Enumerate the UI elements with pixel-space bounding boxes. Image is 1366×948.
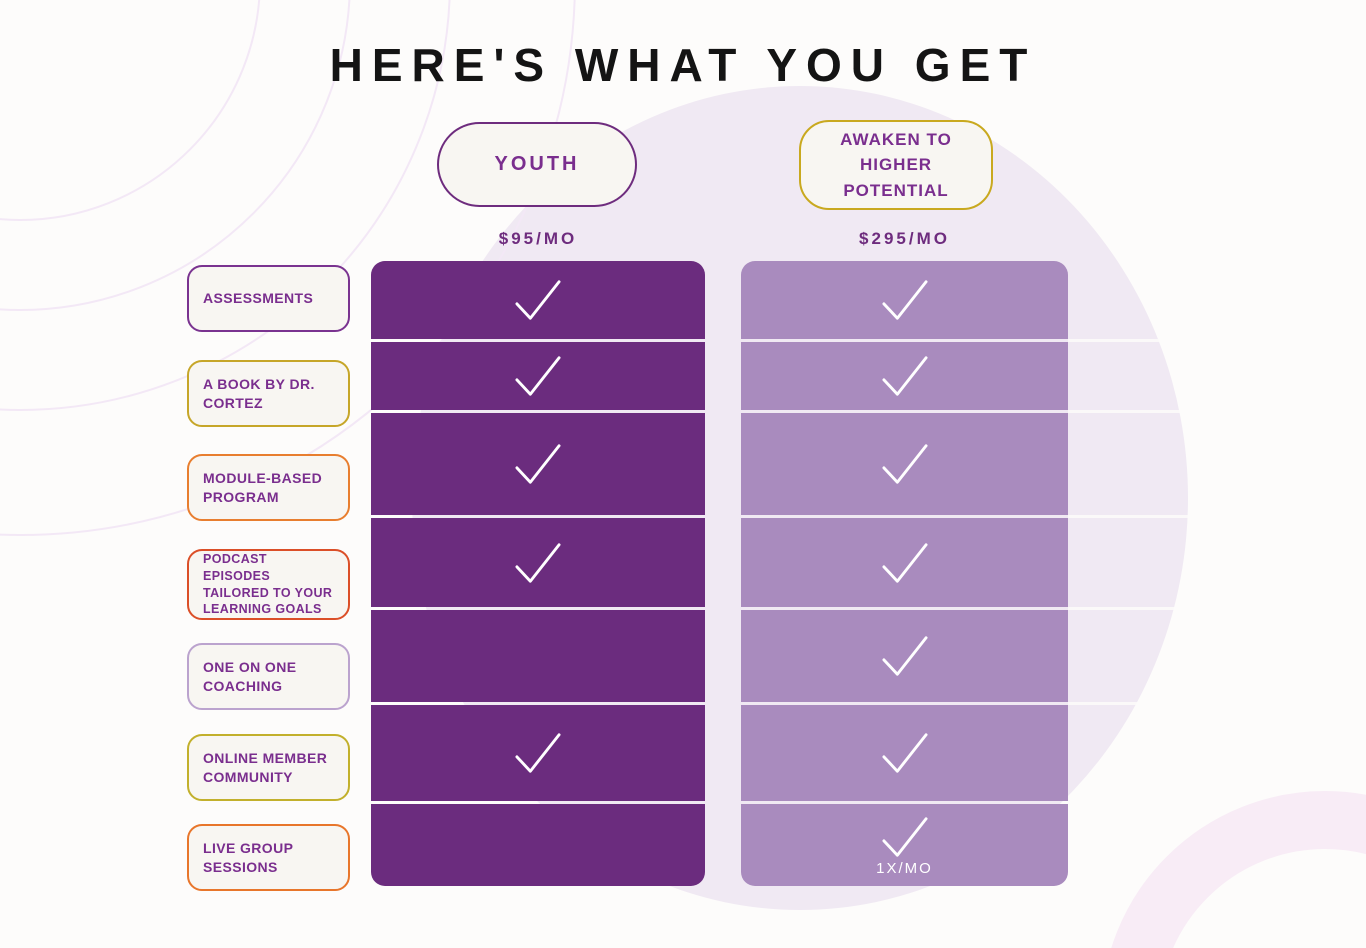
feature-label-text: LIVE GROUP SESSIONS xyxy=(203,839,294,875)
check-cell xyxy=(371,705,705,801)
check-icon xyxy=(881,280,928,320)
check-icon xyxy=(881,356,928,396)
feature-label-podcast: PODCAST EPISODES TAILORED TO YOUR LEARNI… xyxy=(187,549,350,620)
check-cell xyxy=(371,518,705,607)
feature-label-text: A BOOK BY DR. CORTEZ xyxy=(203,375,315,411)
check-cell: 1X/MO xyxy=(741,804,1068,886)
check-cell xyxy=(741,342,1068,410)
check-cell xyxy=(741,610,1068,702)
check-cell xyxy=(371,261,705,339)
feature-label-text: ONE ON ONE COACHING xyxy=(203,658,297,694)
check-cell xyxy=(741,413,1068,515)
check-cell xyxy=(371,804,705,886)
feature-label-book: A BOOK BY DR. CORTEZ xyxy=(187,360,350,427)
check-icon xyxy=(881,636,928,676)
check-cell xyxy=(741,705,1068,801)
check-icon xyxy=(515,356,561,396)
check-icon xyxy=(881,816,928,857)
feature-label-module-program: MODULE-BASED PROGRAM xyxy=(187,454,350,521)
plan-price-awaken: $295/MO xyxy=(859,229,950,248)
plan-name-awaken: AWAKEN TO HIGHER POTENTIAL xyxy=(840,129,952,200)
check-cell xyxy=(741,518,1068,607)
feature-label-community: ONLINE MEMBER COMMUNITY xyxy=(187,734,350,801)
cell-note: 1X/MO xyxy=(876,859,933,877)
check-icon xyxy=(881,733,928,773)
feature-label-text: ONLINE MEMBER COMMUNITY xyxy=(203,749,328,785)
check-icon xyxy=(515,733,561,773)
check-cell xyxy=(371,610,705,702)
plan-price-youth: $95/MO xyxy=(498,229,578,248)
check-cell xyxy=(371,342,705,410)
youth-column xyxy=(371,261,705,886)
plan-header-awaken: AWAKEN TO HIGHER POTENTIAL xyxy=(799,120,993,210)
check-icon xyxy=(515,542,561,583)
check-cell xyxy=(371,413,705,515)
feature-label-text: ASSESSMENTS xyxy=(203,290,314,307)
feature-label-assessments: ASSESSMENTS xyxy=(187,265,350,332)
feature-label-text: PODCAST EPISODES TAILORED TO YOUR LEARNI… xyxy=(203,551,333,617)
feature-label-coaching: ONE ON ONE COACHING xyxy=(187,643,350,710)
check-icon xyxy=(515,280,561,320)
feature-label-live-sessions: LIVE GROUP SESSIONS xyxy=(187,824,350,891)
plan-name-youth: YOUTH xyxy=(494,153,580,175)
check-icon xyxy=(881,444,928,484)
check-icon xyxy=(881,542,928,583)
check-cell xyxy=(741,261,1068,339)
check-icon xyxy=(515,444,561,484)
plan-header-youth: YOUTH xyxy=(437,122,637,207)
page-title: HERE'S WHAT YOU GET xyxy=(329,39,1037,91)
awaken-column: 1X/MO xyxy=(741,261,1068,886)
feature-label-text: MODULE-BASED PROGRAM xyxy=(203,469,323,505)
